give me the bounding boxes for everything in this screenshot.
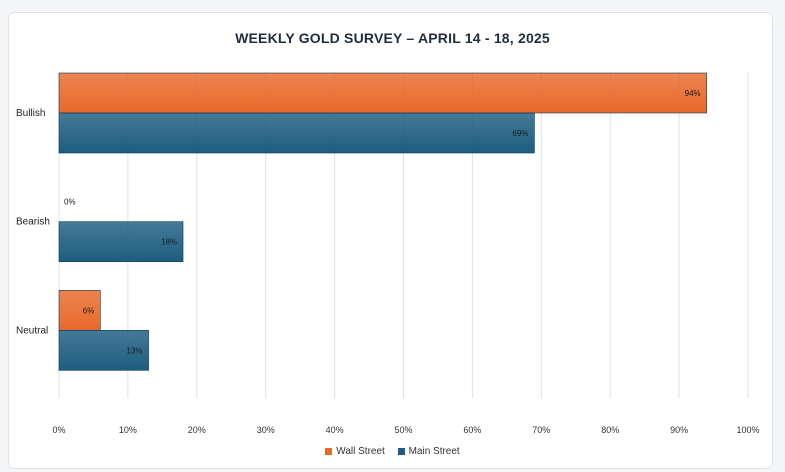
- x-tick-label: 40%: [326, 425, 344, 435]
- x-tick-label: 10%: [119, 425, 137, 435]
- legend-swatch-wall-street: [325, 448, 333, 455]
- chart-title: WEEKLY GOLD SURVEY – APRIL 14 - 18, 2025: [235, 30, 550, 46]
- x-tick-label: 100%: [736, 425, 759, 435]
- data-label: 18%: [161, 238, 177, 247]
- data-label: 69%: [512, 129, 528, 138]
- x-tick-label: 30%: [257, 425, 275, 435]
- legend-item-main-street: Main Street: [397, 446, 460, 457]
- x-tick-label: 70%: [532, 425, 550, 435]
- category-label: Bullish: [16, 108, 45, 119]
- data-label: 13%: [127, 346, 143, 355]
- category-label: Bearish: [16, 217, 50, 228]
- bar-main-street: [58, 221, 184, 262]
- legend-label-wall-street: Wall Street: [336, 446, 385, 457]
- x-tick-label: 80%: [601, 425, 619, 435]
- x-tick-label: 20%: [188, 425, 206, 435]
- bar-wall-street: [58, 72, 707, 114]
- x-tick-label: 0%: [52, 425, 65, 435]
- category-label: Neutral: [16, 325, 48, 336]
- bar-wall-street: [58, 290, 101, 331]
- x-tick-label: 60%: [463, 425, 481, 435]
- legend-swatch-main-street: [397, 448, 405, 455]
- bar-main-street: [58, 330, 149, 371]
- data-label: 6%: [83, 306, 95, 315]
- legend: Wall Street Main Street: [0, 446, 785, 458]
- x-tick-label: 90%: [670, 425, 688, 435]
- legend-label-main-street: Main Street: [408, 446, 460, 457]
- bar-main-street: [58, 112, 535, 154]
- legend-item-wall-street: Wall Street: [325, 446, 385, 457]
- data-label: 94%: [685, 89, 701, 98]
- data-label: 0%: [64, 198, 76, 207]
- x-tick-label: 50%: [394, 425, 412, 435]
